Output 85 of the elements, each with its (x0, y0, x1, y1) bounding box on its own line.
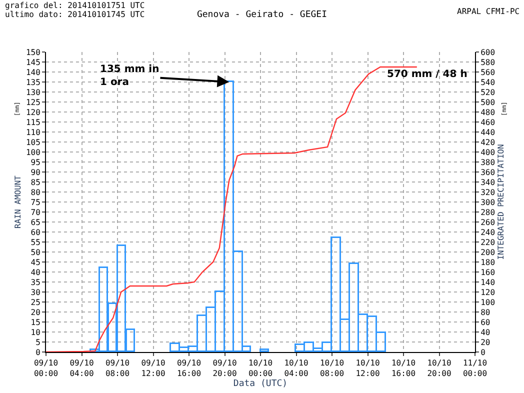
y-tick-label: 60 (30, 228, 41, 237)
text: ultimo dato: 201410101745 UTC (5, 10, 145, 19)
y2-tick-label: 120 (480, 288, 496, 297)
y2-tick-label: 540 (480, 78, 496, 87)
y2-tick-label: 380 (480, 158, 496, 167)
text: grafico del: 201410101751 UTC (5, 1, 145, 10)
y-axis-title: RAIN AMOUNT (14, 175, 23, 228)
y2-tick-label: 0 (480, 348, 486, 357)
x-tick-label: 10/10 00:00 (248, 358, 273, 378)
y-tick-label: 85 (30, 178, 41, 187)
y-tick-label: 50 (30, 248, 41, 257)
y2-tick-label: 420 (480, 138, 496, 147)
y-tick-label: 75 (30, 198, 41, 207)
y-tick-label: 65 (30, 218, 41, 227)
x-tick-label: 09/10 20:00 (212, 358, 237, 378)
y2-tick-label: 300 (480, 198, 496, 207)
y2-tick-label: 260 (480, 218, 496, 227)
y-tick-label: 20 (30, 308, 41, 317)
x-tick-label: 10/10 04:00 (284, 358, 308, 378)
chart-title: Genova - Geirato - GEGEI (196, 10, 328, 20)
x-axis-title: Data (UTC) (233, 378, 288, 389)
x-tick-label: 09/10 00:00 (34, 358, 58, 378)
y-tick-label: 5 (36, 338, 41, 347)
y2-tick-label: 440 (480, 128, 496, 137)
y2-tick-label: 460 (480, 118, 496, 127)
y2-tick-label: 360 (480, 168, 496, 177)
y2-tick-label: 340 (480, 178, 496, 187)
y2-tick-label: 60 (480, 318, 490, 327)
y2-tick-label: 500 (480, 98, 496, 107)
y-tick-label: 110 (26, 128, 41, 137)
y2-tick-label: 600 (480, 48, 496, 57)
text: ARPAL CFMI-PC (457, 7, 520, 16)
y2-tick-label: 100 (480, 298, 496, 307)
y-tick-label: 130 (26, 88, 41, 97)
y-tick-label: 25 (30, 298, 41, 307)
x-tick-label: 10/10 20:00 (427, 358, 452, 378)
y2-tick-label: 280 (480, 208, 496, 217)
y2-axis-title: INTEGRATED PRECIPITATION (496, 144, 506, 260)
y2-tick-label: 200 (480, 248, 496, 257)
y2-tick-label: 40 (480, 328, 490, 337)
y2-tick-label: 20 (480, 338, 490, 347)
y2-tick-label: 580 (480, 58, 496, 67)
y-tick-label: 140 (26, 68, 41, 77)
y-tick-label: 100 (26, 148, 41, 157)
y-tick-label: 105 (26, 138, 41, 147)
annotation: 135 mm in 1 ora (100, 64, 160, 88)
y2-tick-label: 240 (480, 228, 496, 237)
bar (260, 348, 269, 352)
y-tick-label: 45 (30, 258, 41, 267)
x-tick-label: 09/10 16:00 (176, 358, 202, 378)
x-tick-label: 10/10 16:00 (391, 358, 416, 378)
y-tick-label: 90 (30, 168, 41, 177)
y-tick-label: 150 (26, 48, 41, 57)
y-tick-label: 70 (30, 208, 41, 217)
y-tick-label: 0 (36, 348, 41, 357)
x-tick-label: 09/10 08:00 (105, 358, 130, 378)
y-tick-label: 55 (30, 238, 41, 247)
y2-tick-label: 140 (480, 278, 496, 287)
y-tick-label: 145 (26, 58, 41, 67)
x-tick-label: 09/10 12:00 (141, 358, 166, 378)
y-tick-label: 40 (30, 268, 41, 277)
x-tick-label: 09/10 04:00 (70, 358, 94, 378)
y-tick-label: 125 (26, 98, 41, 107)
y-tick-label: 120 (26, 108, 41, 117)
y-tick-label: 115 (26, 118, 41, 127)
y-tick-label: 10 (30, 328, 41, 337)
y2-tick-label: 560 (480, 68, 496, 77)
y2-tick-label: 80 (480, 308, 490, 317)
y2-tick-label: 520 (480, 88, 496, 97)
y-tick-label: 95 (30, 158, 41, 167)
annotation: 570 mm / 48 h (387, 69, 468, 80)
y2-tick-label: 180 (480, 258, 496, 267)
y2-tick-label: 400 (480, 148, 496, 157)
y-tick-label: 80 (30, 188, 41, 197)
y-tick-label: 135 (26, 78, 41, 87)
y-tick-label: 30 (30, 288, 41, 297)
y2-tick-label: 160 (480, 268, 496, 277)
y-tick-label: 35 (30, 278, 41, 287)
x-tick-label: 10/10 08:00 (320, 358, 344, 378)
y2-tick-label: 320 (480, 188, 496, 197)
x-tick-label: 10/10 12:00 (356, 358, 380, 378)
x-tick-label: 11/10 00:00 (462, 358, 488, 378)
y-tick-label: 15 (30, 318, 41, 327)
y2-tick-label: 480 (480, 108, 496, 117)
y2-tick-label: 220 (480, 238, 496, 247)
